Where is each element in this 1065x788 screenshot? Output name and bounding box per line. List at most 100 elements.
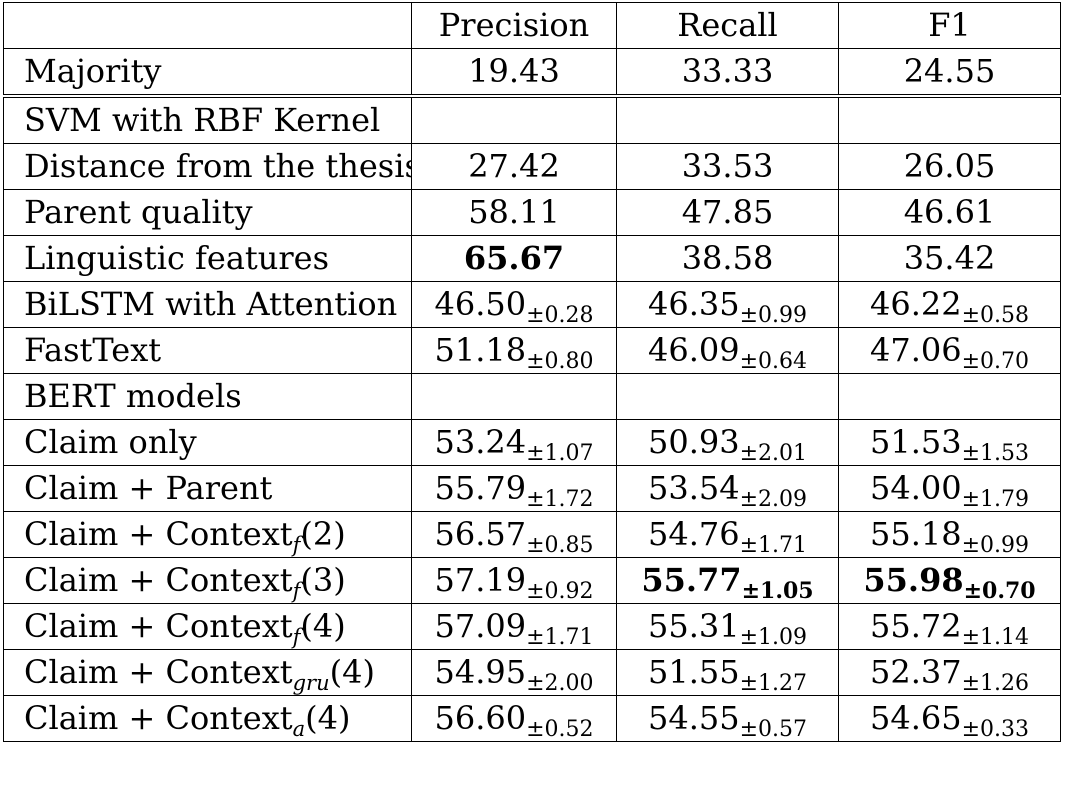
section-header-row: SVM with RBF Kernel — [3, 97, 1061, 144]
majority-f1: 24.55 — [838, 48, 1061, 95]
precision-cell: 27.42 — [411, 143, 617, 190]
precision-value: 57.09 — [434, 607, 527, 645]
precision-value: 54.95 — [434, 653, 527, 691]
precision-value: 57.19 — [434, 561, 527, 599]
recall-std: ±2.01 — [739, 441, 808, 466]
header-f1: F1 — [838, 2, 1061, 49]
empty-cell — [411, 97, 617, 144]
table-row: Claim + Contextf(3) 57.19±0.92 55.77±1.05 5… — [3, 557, 1061, 604]
recall-cell: 38.58 — [616, 235, 839, 282]
recall-value: 54.55 — [647, 699, 740, 737]
model-argument: (4) — [305, 699, 351, 737]
precision-value: 27.42 — [468, 147, 560, 185]
f1-cell: 35.42 — [838, 235, 1061, 282]
f1-value: 51.53 — [869, 423, 962, 461]
section-header-row: BERT models — [3, 373, 1061, 420]
table-row: Distance from the thesis 27.42 33.53 26.05 — [3, 143, 1061, 190]
f1-value: 54.00 — [869, 469, 962, 507]
recall-cell: 47.85 — [616, 189, 839, 236]
table-row: Claim + Contexta(4) 56.60±0.52 54.55±0.57 5… — [3, 695, 1061, 742]
f1-value: 55.18 — [869, 515, 962, 553]
recall-cell: 55.77±1.05 — [616, 557, 839, 604]
precision-std: ±1.07 — [526, 441, 594, 466]
recall-value: 55.31 — [647, 607, 740, 645]
precision-cell: 65.67 — [411, 235, 617, 282]
recall-value: 46.35 — [647, 285, 740, 323]
row-label: Claim + Parent — [3, 465, 412, 512]
model-subscript: f — [292, 533, 301, 557]
model-name: Claim only — [24, 423, 197, 461]
f1-cell: 46.61 — [838, 189, 1061, 236]
f1-std: ±0.99 — [961, 533, 1030, 558]
precision-value: 55.79 — [434, 469, 527, 507]
model-subscript: f — [292, 625, 301, 649]
recall-value: 50.93 — [647, 423, 740, 461]
model-subscript: a — [292, 717, 306, 741]
f1-std: ±1.79 — [961, 487, 1030, 512]
precision-cell: 57.19±0.92 — [411, 557, 617, 604]
recall-cell: 50.93±2.01 — [616, 419, 839, 466]
precision-cell: 58.11 — [411, 189, 617, 236]
recall-std: ±2.09 — [739, 487, 808, 512]
precision-std: ±0.52 — [526, 717, 594, 742]
f1-cell: 52.37±1.26 — [838, 649, 1061, 696]
precision-cell: 57.09±1.71 — [411, 603, 617, 650]
precision-value: 56.57 — [434, 515, 527, 553]
model-argument: (3) — [300, 561, 346, 599]
row-label: Claim + Contextf(2) — [3, 511, 412, 558]
precision-value: 65.67 — [463, 239, 565, 277]
row-label: Claim + Contexta(4) — [3, 695, 412, 742]
row-label: FastText — [3, 327, 412, 374]
precision-std: ±1.71 — [526, 625, 594, 650]
model-subscript: f — [292, 579, 301, 603]
f1-value: 55.98 — [863, 561, 964, 599]
table-row: Claim only 53.24±1.07 50.93±2.01 51.53±1.53 — [3, 419, 1061, 466]
section-title: BERT models — [3, 373, 412, 420]
recall-std: ±1.05 — [741, 578, 814, 604]
f1-value: 46.22 — [869, 285, 962, 323]
recall-value: 47.85 — [681, 193, 774, 231]
precision-cell: 56.60±0.52 — [411, 695, 617, 742]
model-name: Claim + Context — [24, 699, 293, 737]
header-row: Precision Recall F1 — [3, 2, 1061, 49]
header-label-cell — [3, 2, 412, 49]
recall-std: ±0.57 — [739, 717, 808, 742]
f1-std: ±1.26 — [961, 671, 1030, 696]
f1-cell: 46.22±0.58 — [838, 281, 1061, 328]
table-row: FastText 51.18±0.80 46.09±0.64 47.06±0.70 — [3, 327, 1061, 374]
f1-value: 55.72 — [869, 607, 962, 645]
recall-cell: 33.53 — [616, 143, 839, 190]
precision-cell: 54.95±2.00 — [411, 649, 617, 696]
f1-value: 35.42 — [903, 239, 996, 277]
f1-std: ±0.70 — [961, 349, 1030, 374]
empty-cell — [616, 97, 839, 144]
header-precision: Precision — [411, 2, 617, 49]
table-row: Claim + Contextf(2) 56.57±0.85 54.76±1.71 5… — [3, 511, 1061, 558]
row-label: BiLSTM with Attention — [3, 281, 412, 328]
table-row: Claim + Parent 55.79±1.72 53.54±2.09 54.00±… — [3, 465, 1061, 512]
model-name: Claim + Parent — [24, 469, 273, 507]
recall-value: 33.53 — [681, 147, 774, 185]
f1-std: ±1.14 — [961, 625, 1030, 650]
model-name: Distance from the thesis — [24, 147, 412, 185]
results-table: Precision Recall F1 Majority 19.43 33.33… — [3, 2, 1061, 742]
f1-value: 47.06 — [869, 331, 962, 369]
recall-value: 53.54 — [647, 469, 740, 507]
table-row: Parent quality 58.11 47.85 46.61 — [3, 189, 1061, 236]
row-label: Linguistic features — [3, 235, 412, 282]
precision-std: ±0.92 — [526, 579, 594, 604]
model-argument: (2) — [300, 515, 346, 553]
model-argument: (4) — [300, 607, 346, 645]
f1-std: ±0.33 — [961, 717, 1030, 742]
recall-std: ±0.99 — [739, 303, 808, 328]
recall-value: 38.58 — [681, 239, 774, 277]
model-name: Claim + Context — [24, 561, 293, 599]
recall-cell: 46.35±0.99 — [616, 281, 839, 328]
model-name: Claim + Context — [24, 607, 293, 645]
recall-std: ±1.09 — [739, 625, 808, 650]
table-row: BiLSTM with Attention 46.50±0.28 46.35±0.9… — [3, 281, 1061, 328]
recall-std: ±1.71 — [739, 533, 808, 558]
model-name: Linguistic features — [24, 239, 330, 277]
precision-value: 53.24 — [434, 423, 527, 461]
table-row: Claim + Contextf(4) 57.09±1.71 55.31±1.09 5… — [3, 603, 1061, 650]
